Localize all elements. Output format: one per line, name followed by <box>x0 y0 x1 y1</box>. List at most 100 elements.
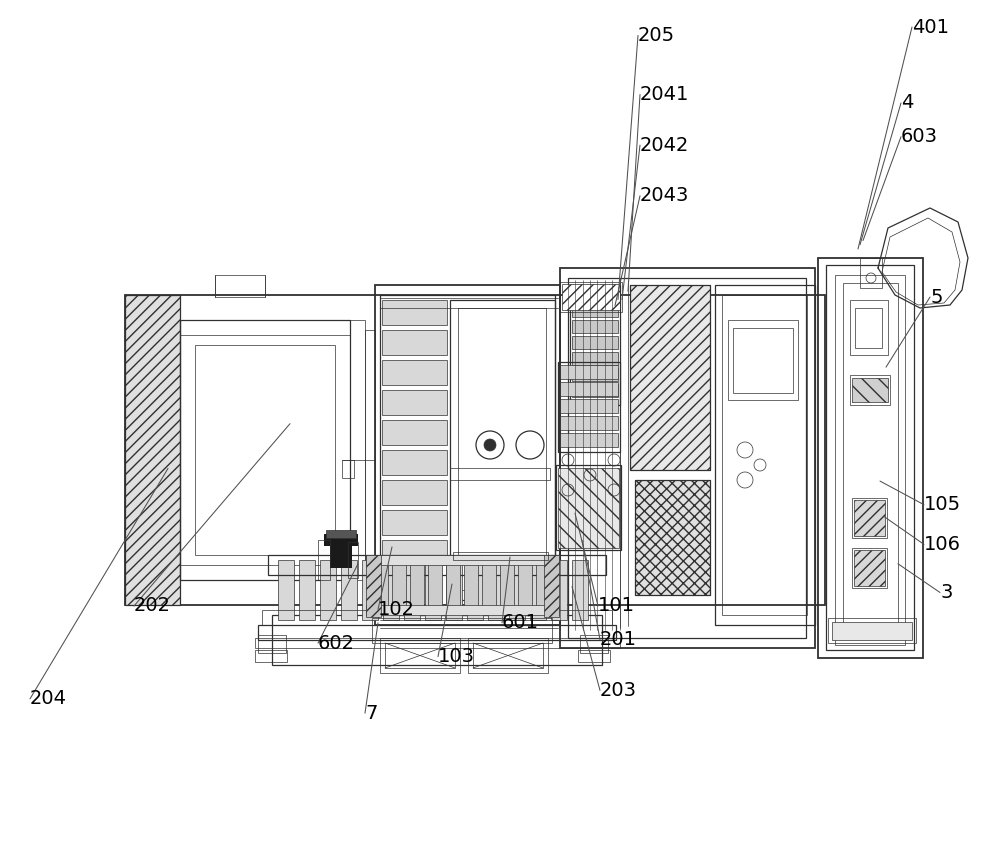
Text: 603: 603 <box>901 127 938 146</box>
Bar <box>318 540 330 580</box>
Bar <box>482 558 496 610</box>
Bar <box>852 548 887 588</box>
Bar <box>572 384 618 397</box>
Bar <box>372 618 552 643</box>
Bar <box>560 399 618 413</box>
Text: 105: 105 <box>924 495 961 514</box>
Bar <box>467 560 483 620</box>
Bar <box>832 622 912 640</box>
Bar <box>382 330 447 355</box>
Bar <box>560 268 815 648</box>
Bar <box>570 285 620 405</box>
Bar <box>382 420 447 445</box>
Bar <box>299 560 315 620</box>
Bar <box>125 295 825 605</box>
Text: 4: 4 <box>901 94 913 112</box>
Bar <box>544 555 559 617</box>
Bar <box>180 320 350 580</box>
Text: 103: 103 <box>438 647 475 666</box>
Bar <box>348 542 358 578</box>
Bar <box>728 320 798 400</box>
Bar <box>843 283 898 638</box>
Bar <box>366 605 559 615</box>
Bar <box>826 265 914 650</box>
Bar <box>509 560 525 620</box>
Bar <box>572 352 618 365</box>
Bar <box>562 284 620 310</box>
Bar <box>125 295 180 605</box>
Bar <box>854 550 885 586</box>
Bar <box>860 258 882 288</box>
Bar <box>488 560 504 620</box>
Bar <box>382 540 447 565</box>
Bar <box>382 360 447 385</box>
Bar <box>255 650 287 662</box>
Bar <box>365 330 375 570</box>
Bar <box>828 618 916 643</box>
Text: 2043: 2043 <box>640 187 689 205</box>
Text: 7: 7 <box>365 704 377 722</box>
Text: 601: 601 <box>502 614 539 632</box>
Text: 3: 3 <box>940 583 952 602</box>
Bar <box>362 560 378 620</box>
Bar <box>278 560 294 620</box>
Bar <box>715 285 815 625</box>
Bar <box>560 470 615 545</box>
Bar <box>464 558 478 610</box>
Bar <box>530 560 546 620</box>
Bar <box>852 498 887 538</box>
Text: 203: 203 <box>600 681 637 700</box>
Bar <box>425 560 441 620</box>
Bar <box>558 362 620 452</box>
Bar <box>258 635 286 653</box>
Bar <box>195 345 335 555</box>
Bar <box>450 300 555 600</box>
Bar <box>324 534 358 546</box>
Bar <box>453 552 548 560</box>
Text: 204: 204 <box>30 690 67 708</box>
Bar <box>572 560 588 620</box>
Bar <box>635 480 710 595</box>
Bar <box>560 282 622 312</box>
Bar <box>850 375 890 405</box>
Text: 2042: 2042 <box>640 136 689 154</box>
Bar <box>572 304 618 317</box>
Bar <box>450 468 550 480</box>
Bar <box>380 638 460 673</box>
Bar <box>125 295 180 605</box>
Bar <box>855 308 882 348</box>
Bar <box>568 278 806 638</box>
Bar <box>180 335 350 565</box>
Text: 602: 602 <box>318 634 355 652</box>
Text: 2041: 2041 <box>640 85 689 104</box>
Bar <box>572 336 618 349</box>
Bar <box>382 390 447 415</box>
Bar <box>382 450 447 475</box>
Bar <box>382 480 447 505</box>
Bar <box>560 416 618 430</box>
Bar <box>330 540 352 568</box>
Bar <box>518 558 532 610</box>
Bar <box>560 382 618 396</box>
Bar <box>428 558 442 610</box>
Bar <box>580 635 608 653</box>
Bar <box>473 643 543 668</box>
Bar <box>630 285 710 470</box>
Bar <box>572 320 618 333</box>
Bar <box>320 560 336 620</box>
Bar <box>556 465 621 550</box>
Bar <box>560 365 618 379</box>
Bar <box>551 560 567 620</box>
Bar <box>635 480 710 595</box>
Bar <box>380 295 555 615</box>
Text: 205: 205 <box>638 26 675 45</box>
Bar <box>500 558 514 610</box>
Bar <box>215 275 265 297</box>
Bar <box>410 558 424 610</box>
Text: 101: 101 <box>598 597 635 615</box>
Bar <box>382 300 447 325</box>
Bar <box>572 288 618 301</box>
Bar <box>852 378 888 402</box>
Bar <box>818 258 923 658</box>
Bar <box>272 615 602 665</box>
